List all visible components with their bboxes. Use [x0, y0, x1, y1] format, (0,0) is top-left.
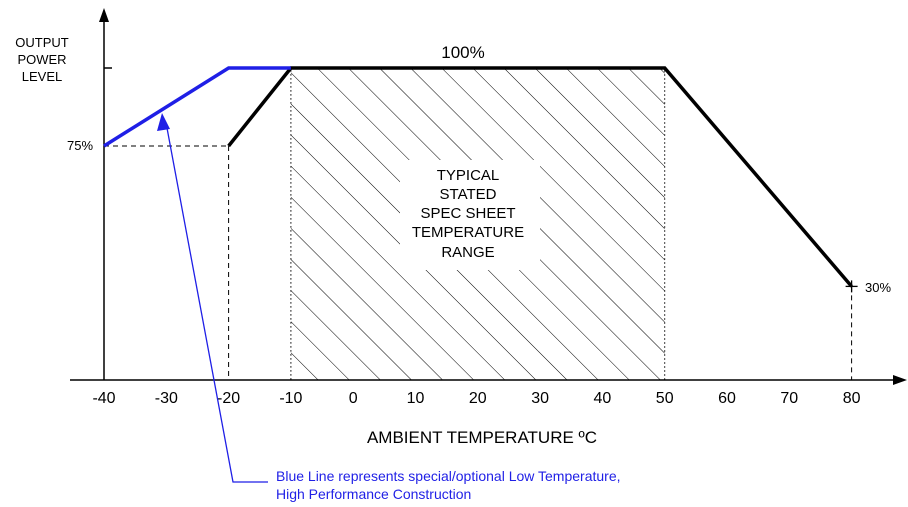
label-100: 100% [441, 43, 484, 62]
x-tick-label: -40 [92, 390, 115, 407]
x-tick-labels: -40 -30 -20 -10 0 10 20 30 40 50 60 70 80 [92, 390, 860, 407]
series-line-standard [227, 66, 853, 288]
x-tick-label: -30 [155, 390, 178, 407]
x-tick-label: 10 [407, 390, 425, 407]
x-tick-label: 0 [349, 390, 358, 407]
label-75: 75% [67, 138, 93, 153]
spec-line-4: TEMPERATURE [412, 224, 524, 241]
y-axis-arrow-icon [99, 8, 109, 22]
x-tick-label: 50 [656, 390, 674, 407]
spec-text-backdrop [400, 160, 540, 270]
x-tick-label: 80 [843, 390, 861, 407]
spec-line-3: SPEC SHEET [420, 205, 515, 222]
x-tick-label: -10 [279, 390, 302, 407]
x-axis-arrow-icon [893, 375, 907, 385]
y-label-line-3: LEVEL [22, 69, 62, 84]
series-line-low-temp [103, 66, 291, 148]
callout-leader [166, 127, 268, 483]
spec-line-2: STATED [440, 186, 497, 203]
x-tick-label: 30 [531, 390, 549, 407]
x-tick-label: 20 [469, 390, 487, 407]
note-line-1: Blue Line represents special/optional Lo… [276, 468, 621, 484]
callout-arrow-icon [157, 113, 170, 131]
reference-lines [104, 145, 853, 380]
note-line-2: High Performance Construction [276, 486, 471, 502]
spec-line-1: TYPICAL [437, 167, 500, 184]
y-label-line-2: POWER [17, 52, 66, 67]
x-axis-label: AMBIENT TEMPERATURE ºC [367, 428, 597, 447]
spec-line-5: RANGE [441, 244, 494, 261]
label-30: 30% [865, 280, 891, 295]
x-tick-label: -20 [217, 390, 240, 407]
x-tick-label: 40 [594, 390, 612, 407]
y-label-line-1: OUTPUT [15, 35, 69, 50]
x-tick-label: 60 [718, 390, 736, 407]
series-group [103, 66, 858, 293]
x-tick-label: 70 [780, 390, 798, 407]
